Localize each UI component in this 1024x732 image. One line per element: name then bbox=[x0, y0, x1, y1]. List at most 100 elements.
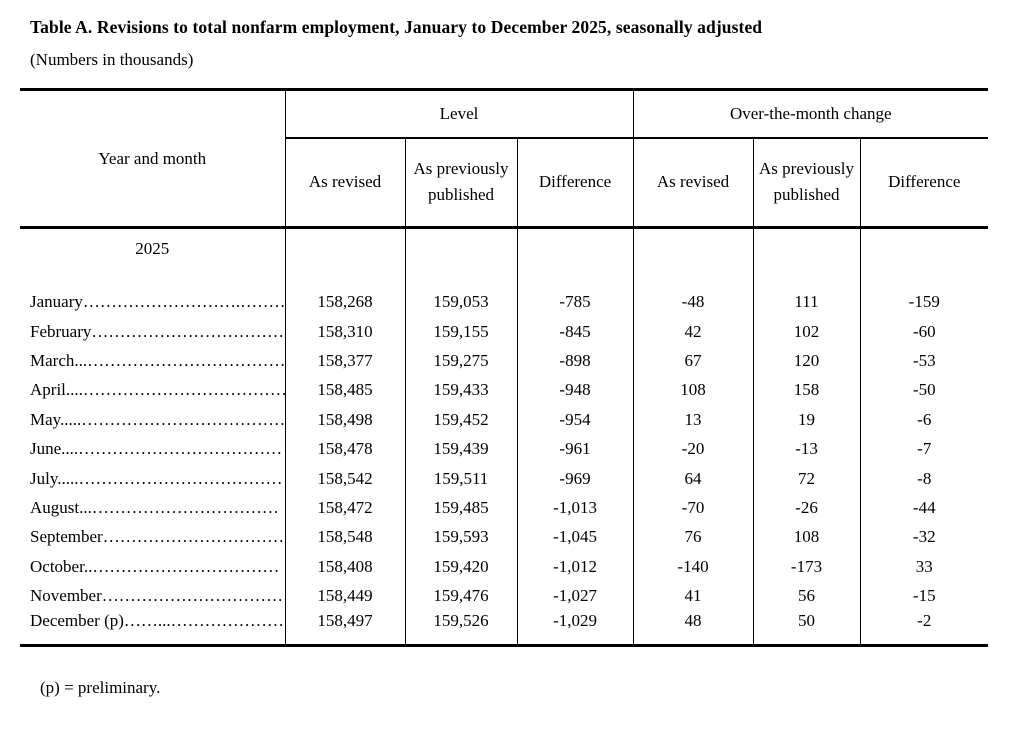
table-row-october: October..…………………………… 158,408 159,420 -1,… bbox=[20, 552, 988, 582]
value-cell: 120 bbox=[753, 346, 861, 376]
table-units-note: (Numbers in thousands) bbox=[30, 50, 194, 69]
value-cell: 159,511 bbox=[405, 463, 518, 494]
month-label: June....……………………………… bbox=[20, 434, 286, 464]
value-cell: -1,029 bbox=[517, 610, 634, 647]
revisions-table: Year and month Level Over-the-month chan… bbox=[20, 88, 989, 647]
value-cell: -32 bbox=[912, 527, 936, 547]
value-cell: 108 bbox=[633, 375, 754, 406]
month-label: March...……………………………… bbox=[20, 346, 286, 376]
value-cell: 158 bbox=[753, 375, 861, 406]
empty-cell bbox=[753, 227, 861, 270]
value-cell: 158,498 bbox=[285, 405, 406, 435]
over-the-month-change-group-header: Over-the-month change bbox=[633, 89, 989, 139]
empty-cell bbox=[285, 227, 406, 270]
value-cell: -1,012 bbox=[517, 552, 634, 582]
value-cell: 111 bbox=[753, 287, 861, 317]
table-row-may: May.....……………………………… 158,498 159,452 -95… bbox=[20, 405, 988, 435]
value-cell: 48 bbox=[633, 610, 754, 647]
value-cell: 159,420 bbox=[405, 552, 518, 582]
value-cell: -1,045 bbox=[517, 522, 634, 553]
year-and-month-header: Year and month bbox=[20, 89, 286, 229]
group-header-row: Year and month Level Over-the-month chan… bbox=[20, 89, 989, 229]
empty-cell bbox=[633, 227, 754, 270]
value-cell: 159,053 bbox=[405, 287, 518, 317]
month-label: October..…………………………… bbox=[20, 552, 286, 582]
value-cell: -954 bbox=[517, 405, 634, 435]
value-cell: -8 bbox=[917, 468, 932, 488]
value-cell: 158,377 bbox=[285, 346, 406, 376]
year-label: 2025 bbox=[20, 227, 286, 270]
table-title: Table A. Revisions to total nonfarm empl… bbox=[30, 17, 763, 37]
table-row-august: August...…………………………… 158,472 159,485 -1,… bbox=[20, 493, 988, 523]
value-cell: 158,548 bbox=[285, 522, 406, 553]
month-label: February……………………………… bbox=[20, 316, 286, 347]
value-cell: -60 bbox=[912, 321, 936, 341]
table-row-july: July.....……………………………… 158,542 159,511 -9… bbox=[20, 463, 988, 494]
value-cell: -1,013 bbox=[517, 493, 634, 523]
empty-cell bbox=[860, 228, 988, 270]
value-cell: -44 bbox=[912, 497, 936, 517]
year-row: 2025 bbox=[20, 227, 988, 270]
value-cell: -26 bbox=[753, 493, 861, 523]
value-cell: 159,155 bbox=[405, 316, 518, 347]
value-cell: -969 bbox=[517, 463, 634, 494]
value-cell: 50 bbox=[753, 610, 861, 647]
month-label: May.....……………………………… bbox=[20, 405, 286, 435]
value-cell: 159,439 bbox=[405, 434, 518, 464]
value-cell: -20 bbox=[633, 434, 754, 464]
value-cell: 67 bbox=[633, 346, 754, 376]
empty-cell bbox=[517, 227, 634, 270]
value-cell: -70 bbox=[633, 493, 754, 523]
month-label: September…………………………… bbox=[20, 522, 286, 553]
value-cell: -1,027 bbox=[517, 581, 634, 611]
value-cell: 56 bbox=[753, 581, 861, 611]
value-cell: 159,433 bbox=[405, 375, 518, 406]
table-row-march: March...……………………………… 158,377 159,275 -89… bbox=[20, 346, 988, 376]
value-cell: -961 bbox=[517, 434, 634, 464]
table-header: Year and month Level Over-the-month chan… bbox=[20, 89, 989, 229]
level-as-previously-published-header: As previously published bbox=[405, 137, 518, 229]
preliminary-footnote: (p) = preliminary. bbox=[40, 678, 161, 697]
value-cell: -159 bbox=[908, 292, 940, 312]
value-cell: -48 bbox=[633, 287, 754, 317]
value-cell: -2 bbox=[860, 610, 989, 647]
value-cell: 76 bbox=[633, 522, 754, 553]
value-cell: -173 bbox=[753, 552, 861, 582]
value-cell: 158,478 bbox=[285, 434, 406, 464]
value-cell: -13 bbox=[753, 434, 861, 464]
value-cell: -53 bbox=[912, 350, 936, 370]
otm-as-previously-published-header: As previously published bbox=[753, 137, 861, 229]
value-cell: -50 bbox=[912, 380, 936, 400]
table-row-february: February……………………………… 158,310 159,155 -84… bbox=[20, 316, 988, 347]
table-row-april: April....……………………………… 158,485 159,433 -9… bbox=[20, 375, 988, 406]
table-row-september: September…………………………… 158,548 159,593 -1,… bbox=[20, 522, 988, 553]
value-cell: 72 bbox=[753, 463, 861, 494]
value-cell: 158,485 bbox=[285, 375, 406, 406]
value-cell: 13 bbox=[633, 405, 754, 435]
value-cell: -7 bbox=[917, 439, 932, 459]
value-cell: -785 bbox=[517, 287, 634, 317]
value-cell: 41 bbox=[633, 581, 754, 611]
month-label: April....……………………………… bbox=[20, 375, 286, 406]
month-label: December (p)……...………………… bbox=[20, 610, 286, 647]
value-cell: 159,452 bbox=[405, 405, 518, 435]
month-label: November…………………………… bbox=[20, 581, 286, 611]
otm-difference-header: Difference bbox=[860, 137, 989, 229]
value-cell: 159,485 bbox=[405, 493, 518, 523]
value-cell: -948 bbox=[517, 375, 634, 406]
value-cell: 19 bbox=[753, 405, 861, 435]
value-cell: 108 bbox=[753, 522, 861, 553]
level-difference-header: Difference bbox=[517, 137, 634, 229]
value-cell: -6 bbox=[917, 409, 932, 429]
value-cell: -15 bbox=[912, 586, 936, 606]
value-cell: 158,497 bbox=[285, 610, 406, 647]
value-cell: 158,268 bbox=[285, 287, 406, 317]
value-cell: 158,408 bbox=[285, 552, 406, 582]
value-cell: 158,542 bbox=[285, 463, 406, 494]
month-label: August...…………………………… bbox=[20, 493, 286, 523]
month-label: July.....……………………………… bbox=[20, 463, 286, 494]
level-as-revised-header: As revised bbox=[285, 137, 406, 229]
table-row-november: November…………………………… 158,449 159,476 -1,0… bbox=[20, 581, 988, 611]
value-cell: 64 bbox=[633, 463, 754, 494]
